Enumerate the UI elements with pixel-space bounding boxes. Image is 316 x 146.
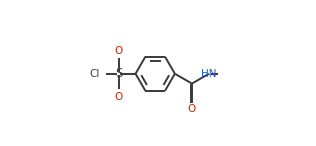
Text: HN: HN: [201, 69, 217, 79]
Text: O: O: [188, 104, 196, 114]
Text: Cl: Cl: [89, 69, 100, 79]
Text: O: O: [115, 46, 123, 56]
Text: O: O: [115, 92, 123, 102]
Text: S: S: [115, 67, 123, 80]
